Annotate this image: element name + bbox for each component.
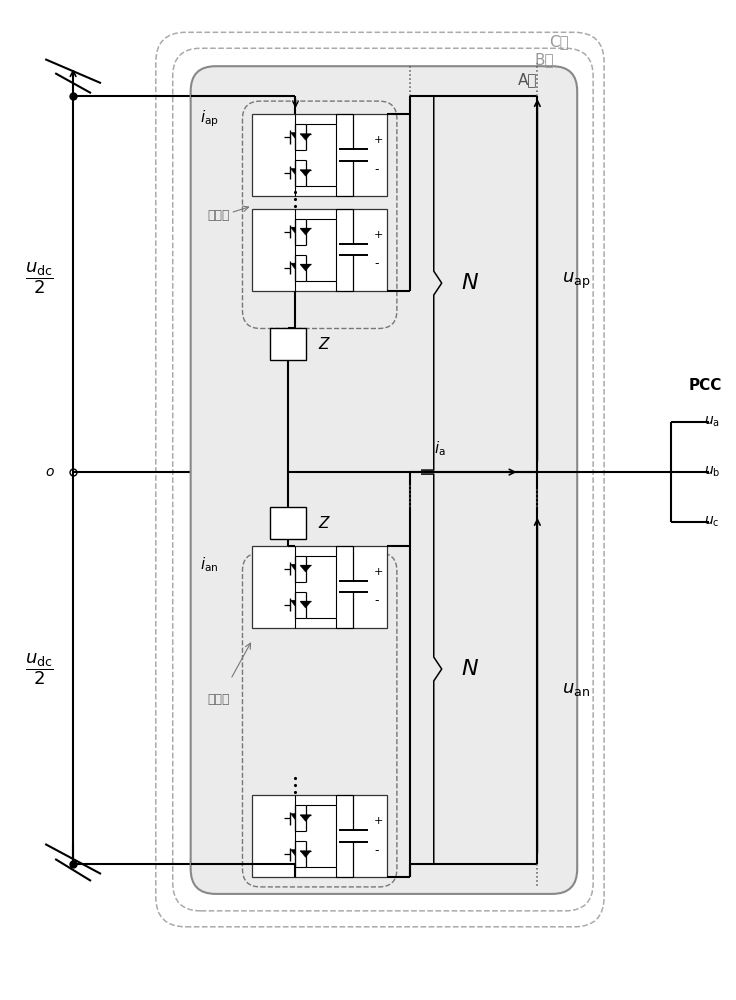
Polygon shape — [291, 263, 295, 270]
Text: $\dfrac{u_{\mathrm{dc}}}{2}$: $\dfrac{u_{\mathrm{dc}}}{2}$ — [25, 652, 54, 687]
Text: -: - — [374, 257, 378, 270]
Text: $i_{\mathrm{ap}}$: $i_{\mathrm{ap}}$ — [199, 109, 219, 129]
Polygon shape — [300, 134, 311, 140]
Polygon shape — [291, 132, 295, 139]
Text: $\dfrac{u_{\mathrm{dc}}}{2}$: $\dfrac{u_{\mathrm{dc}}}{2}$ — [25, 261, 54, 296]
Polygon shape — [300, 851, 311, 857]
Bar — [252, 209, 387, 291]
Polygon shape — [291, 227, 295, 234]
Text: 下桥臂: 下桥臂 — [208, 693, 230, 706]
Polygon shape — [300, 228, 311, 235]
Text: +: + — [374, 230, 383, 240]
Polygon shape — [300, 264, 311, 271]
Text: C相: C相 — [549, 34, 569, 49]
Text: PCC: PCC — [689, 378, 722, 393]
Polygon shape — [300, 170, 311, 176]
Polygon shape — [300, 815, 311, 821]
Bar — [252, 114, 387, 196]
Text: $u_{\mathrm{b}}$: $u_{\mathrm{b}}$ — [704, 465, 721, 479]
Text: 上桥臂: 上桥臂 — [208, 209, 230, 222]
Bar — [270, 507, 306, 539]
Text: $N$: $N$ — [461, 659, 478, 679]
Polygon shape — [291, 600, 295, 607]
Polygon shape — [291, 849, 295, 856]
Text: +: + — [374, 816, 383, 826]
Bar — [270, 328, 306, 360]
Polygon shape — [291, 813, 295, 820]
Polygon shape — [300, 565, 311, 572]
Text: $Z$: $Z$ — [318, 336, 331, 352]
Text: A相: A相 — [517, 72, 537, 87]
Text: +: + — [374, 135, 383, 145]
Text: -: - — [374, 594, 378, 607]
Text: -: - — [374, 844, 378, 857]
Polygon shape — [291, 564, 295, 571]
Text: $u_{\mathrm{an}}$: $u_{\mathrm{an}}$ — [562, 680, 590, 698]
Text: $o$: $o$ — [46, 465, 55, 479]
Text: -: - — [374, 163, 378, 176]
Text: +: + — [374, 567, 383, 577]
Text: $Z$: $Z$ — [318, 515, 331, 531]
Text: $i_{\mathrm{an}}$: $i_{\mathrm{an}}$ — [200, 555, 219, 574]
Text: $i_{\mathrm{a}}$: $i_{\mathrm{a}}$ — [434, 439, 445, 458]
Polygon shape — [300, 601, 311, 608]
Text: $N$: $N$ — [461, 273, 478, 293]
Polygon shape — [291, 168, 295, 175]
Text: $u_{\mathrm{ap}}$: $u_{\mathrm{ap}}$ — [562, 271, 591, 291]
Text: B相: B相 — [534, 52, 554, 67]
Text: $u_{\mathrm{a}}$: $u_{\mathrm{a}}$ — [704, 415, 720, 429]
Bar — [252, 795, 387, 877]
Text: $u_{\mathrm{c}}$: $u_{\mathrm{c}}$ — [704, 515, 719, 529]
Bar — [252, 546, 387, 628]
FancyBboxPatch shape — [191, 66, 577, 894]
